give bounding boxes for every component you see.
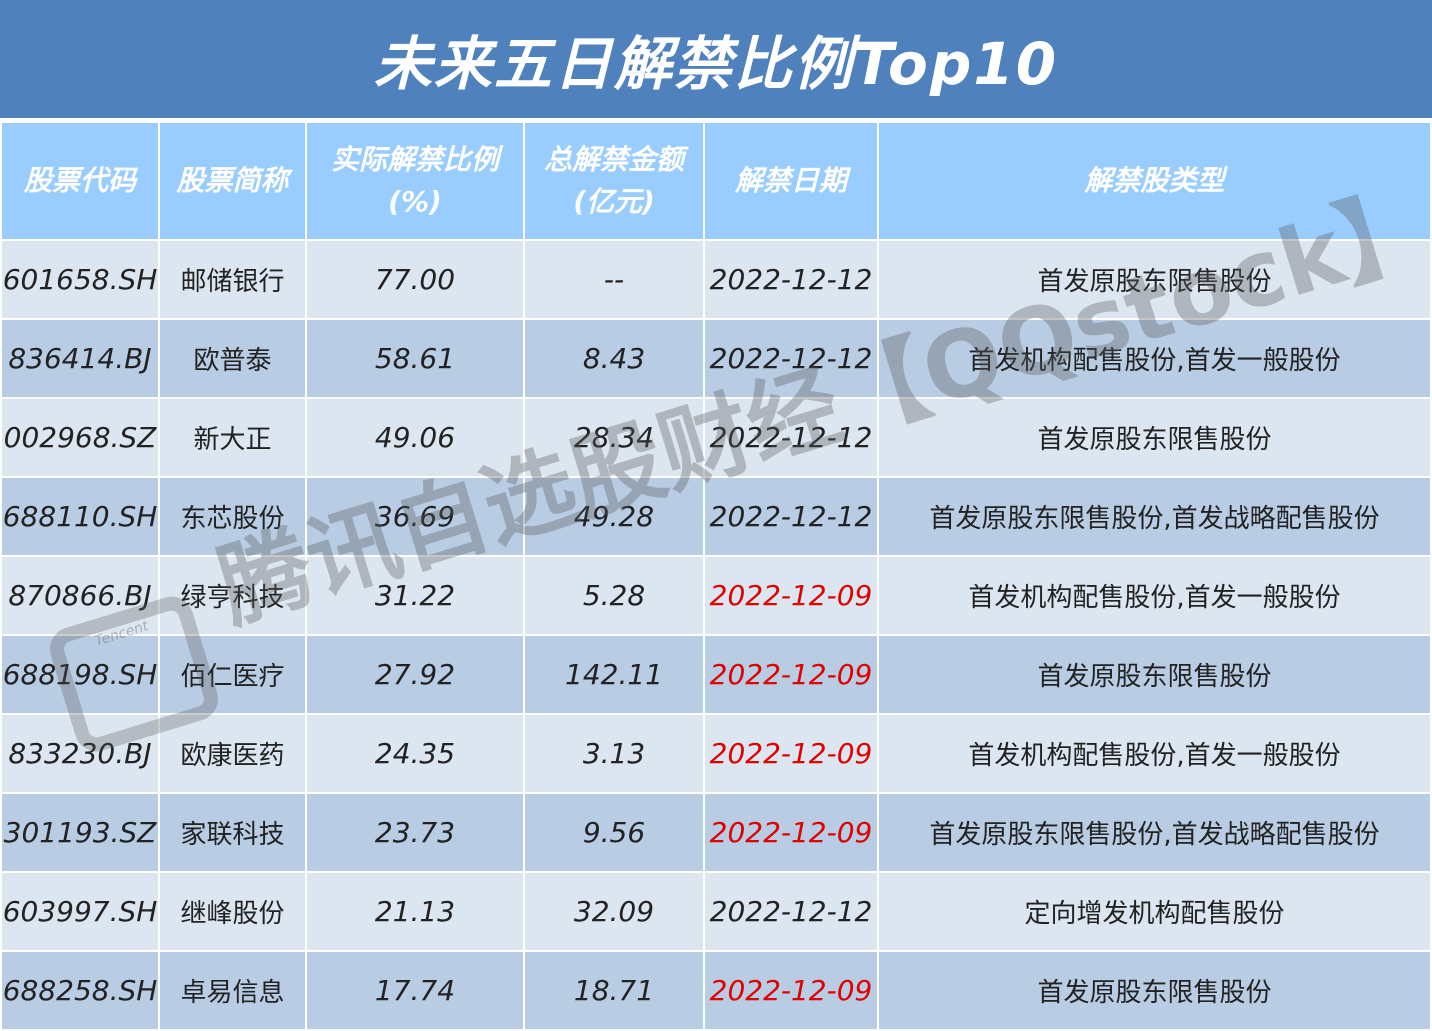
cell-type: 首发机构配售股份,首发一般股份 xyxy=(877,713,1432,794)
cell-name: 东芯股份 xyxy=(158,476,307,557)
table-row: 833230.BJ 欧康医药 24.35 3.13 2022-12-09 首发机构配售股份… xyxy=(0,713,1432,794)
cell-name: 绿亨科技 xyxy=(158,555,307,636)
cell-amount: 3.13 xyxy=(523,713,705,794)
table-row: 688110.SH 东芯股份 36.69 49.28 2022-12-12 首发原股东限售… xyxy=(0,476,1432,557)
table-row: 836414.BJ 欧普泰 58.61 8.43 2022-12-12 首发机构配售股份,… xyxy=(0,318,1432,399)
cell-date: 2022-12-12 xyxy=(703,239,879,320)
cell-ratio: 58.61 xyxy=(305,318,525,399)
header-code: 股票代码 xyxy=(0,121,160,241)
cell-amount: 49.28 xyxy=(523,476,705,557)
cell-type: 首发原股东限售股份 xyxy=(877,239,1432,320)
cell-amount: -- xyxy=(523,239,705,320)
cell-code: 002968.SZ xyxy=(0,397,160,478)
cell-type: 首发原股东限售股份 xyxy=(877,397,1432,478)
cell-date: 2022-12-12 xyxy=(703,476,879,557)
header-name: 股票简称 xyxy=(158,121,307,241)
cell-type: 首发原股东限售股份,首发战略配售股份 xyxy=(877,476,1432,557)
table-title: 未来五日解禁比例Top10 xyxy=(0,0,1432,118)
cell-amount: 18.71 xyxy=(523,950,705,1031)
cell-code: 601658.SH xyxy=(0,239,160,320)
table-row: 688258.SH 卓易信息 17.74 18.71 2022-12-09 首发原股东限售… xyxy=(0,950,1432,1031)
table-row: 603997.SH 继峰股份 21.13 32.09 2022-12-12 定向增发机构配… xyxy=(0,871,1432,952)
cell-code: 688258.SH xyxy=(0,950,160,1031)
cell-type: 首发原股东限售股份 xyxy=(877,634,1432,715)
header-date: 解禁日期 xyxy=(703,121,879,241)
header-ratio-line1: 实际解禁比例 xyxy=(330,143,499,176)
cell-date: 2022-12-09 xyxy=(703,634,879,715)
cell-date: 2022-12-09 xyxy=(703,555,879,636)
cell-name: 欧康医药 xyxy=(158,713,307,794)
cell-type: 首发原股东限售股份,首发战略配售股份 xyxy=(877,792,1432,873)
cell-date: 2022-12-09 xyxy=(703,792,879,873)
cell-name: 邮储银行 xyxy=(158,239,307,320)
cell-type: 首发原股东限售股份 xyxy=(877,950,1432,1031)
unlock-table: 股票代码 股票简称 实际解禁比例 (%) 总解禁金额 (亿元) 解禁日期 解禁股类型… xyxy=(0,121,1432,1031)
cell-amount: 32.09 xyxy=(523,871,705,952)
cell-ratio: 24.35 xyxy=(305,713,525,794)
header-type: 解禁股类型 xyxy=(877,121,1432,241)
cell-code: 833230.BJ xyxy=(0,713,160,794)
cell-code: 688198.SH xyxy=(0,634,160,715)
table-row: 601658.SH 邮储银行 77.00 -- 2022-12-12 首发原股东限售股份 xyxy=(0,239,1432,320)
header-amount-line2: (亿元) xyxy=(573,185,655,218)
cell-date: 2022-12-12 xyxy=(703,871,879,952)
cell-ratio: 17.74 xyxy=(305,950,525,1031)
cell-amount: 9.56 xyxy=(523,792,705,873)
header-amount-line1: 总解禁金额 xyxy=(543,143,684,176)
cell-name: 卓易信息 xyxy=(158,950,307,1031)
cell-type: 定向增发机构配售股份 xyxy=(877,871,1432,952)
cell-amount: 5.28 xyxy=(523,555,705,636)
header-ratio: 实际解禁比例 (%) xyxy=(305,121,525,241)
cell-ratio: 21.13 xyxy=(305,871,525,952)
cell-ratio: 23.73 xyxy=(305,792,525,873)
table-row: 688198.SH 佰仁医疗 27.92 142.11 2022-12-09 首发原股东限… xyxy=(0,634,1432,715)
header-ratio-line2: (%) xyxy=(388,185,442,218)
cell-amount: 28.34 xyxy=(523,397,705,478)
cell-code: 603997.SH xyxy=(0,871,160,952)
cell-amount: 142.11 xyxy=(523,634,705,715)
cell-ratio: 77.00 xyxy=(305,239,525,320)
header-row: 股票代码 股票简称 实际解禁比例 (%) 总解禁金额 (亿元) 解禁日期 解禁股类型 xyxy=(0,121,1432,241)
cell-type: 首发机构配售股份,首发一般股份 xyxy=(877,555,1432,636)
cell-code: 301193.SZ xyxy=(0,792,160,873)
cell-date: 2022-12-12 xyxy=(703,318,879,399)
cell-amount: 8.43 xyxy=(523,318,705,399)
cell-ratio: 49.06 xyxy=(305,397,525,478)
cell-name: 继峰股份 xyxy=(158,871,307,952)
cell-date: 2022-12-09 xyxy=(703,950,879,1031)
cell-name: 欧普泰 xyxy=(158,318,307,399)
cell-code: 688110.SH xyxy=(0,476,160,557)
cell-ratio: 31.22 xyxy=(305,555,525,636)
table-row: 002968.SZ 新大正 49.06 28.34 2022-12-12 首发原股东限售股… xyxy=(0,397,1432,478)
cell-date: 2022-12-12 xyxy=(703,397,879,478)
table-row: 301193.SZ 家联科技 23.73 9.56 2022-12-09 首发原股东限售股… xyxy=(0,792,1432,873)
cell-name: 佰仁医疗 xyxy=(158,634,307,715)
cell-code: 870866.BJ xyxy=(0,555,160,636)
cell-name: 新大正 xyxy=(158,397,307,478)
cell-type: 首发机构配售股份,首发一般股份 xyxy=(877,318,1432,399)
cell-ratio: 36.69 xyxy=(305,476,525,557)
cell-date: 2022-12-09 xyxy=(703,713,879,794)
table-row: 870866.BJ 绿亨科技 31.22 5.28 2022-12-09 首发机构配售股份… xyxy=(0,555,1432,636)
cell-name: 家联科技 xyxy=(158,792,307,873)
cell-ratio: 27.92 xyxy=(305,634,525,715)
cell-code: 836414.BJ xyxy=(0,318,160,399)
header-amount: 总解禁金额 (亿元) xyxy=(523,121,705,241)
